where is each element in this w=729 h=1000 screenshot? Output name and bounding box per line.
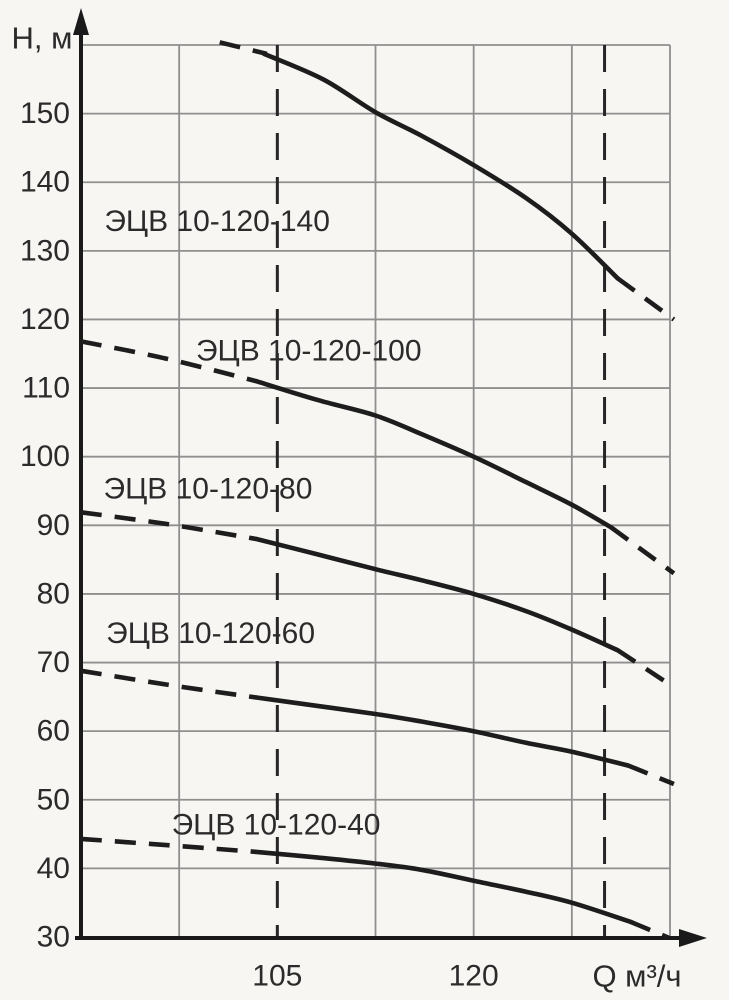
y-tick-30: 30 <box>37 921 70 954</box>
y-tick-100: 100 <box>20 440 70 473</box>
curve-1-label: ЭЦВ 10-120-140 <box>104 205 330 238</box>
y-tick-150: 150 <box>20 97 70 130</box>
x-axis-label: Q м³/ч <box>592 959 681 994</box>
curve-2-solid <box>254 378 614 530</box>
y-tick-130: 130 <box>20 234 70 267</box>
y-tick-40: 40 <box>37 852 70 885</box>
curve-2-label: ЭЦВ 10-120-100 <box>196 335 422 368</box>
curve-3-label: ЭЦВ 10-120-80 <box>104 472 313 505</box>
y-axis-arrow <box>73 8 89 35</box>
curve-2-dashed-head <box>80 339 257 384</box>
y-tick-50: 50 <box>37 783 70 816</box>
curve-4-label: ЭЦВ 10-120-60 <box>106 617 315 650</box>
y-tick-80: 80 <box>37 577 70 610</box>
curve-1-solid <box>261 51 620 281</box>
curve-5-dashed-tail <box>629 919 670 940</box>
curve-1-dashed-tail <box>616 276 676 322</box>
curve-3-solid <box>254 536 620 653</box>
curve-4-solid <box>254 695 631 768</box>
y-tick-110: 110 <box>22 372 70 405</box>
x-tick-120: 120 <box>449 960 499 993</box>
curve-5-dashed-head <box>80 836 257 855</box>
y-tick-140: 140 <box>20 166 70 199</box>
curve-5-solid <box>254 849 633 925</box>
y-tick-60: 60 <box>37 715 70 748</box>
curve-4-dashed-head <box>80 668 257 700</box>
y-tick-70: 70 <box>37 646 70 679</box>
y-axis-label: Н, м <box>12 21 73 56</box>
curve-1-dashed-head <box>219 40 268 57</box>
curve-2-dashed-tail <box>609 525 676 576</box>
x-axis-arrow <box>679 929 707 947</box>
curve-4-dashed-tail <box>627 763 675 787</box>
y-tick-90: 90 <box>37 509 70 542</box>
curve-3-dashed-tail <box>616 648 676 690</box>
y-tick-120: 120 <box>20 303 70 336</box>
curve-3-dashed-head <box>80 510 257 542</box>
curve-5-label: ЭЦВ 10-120-40 <box>172 809 381 842</box>
x-tick-105: 105 <box>252 960 302 993</box>
